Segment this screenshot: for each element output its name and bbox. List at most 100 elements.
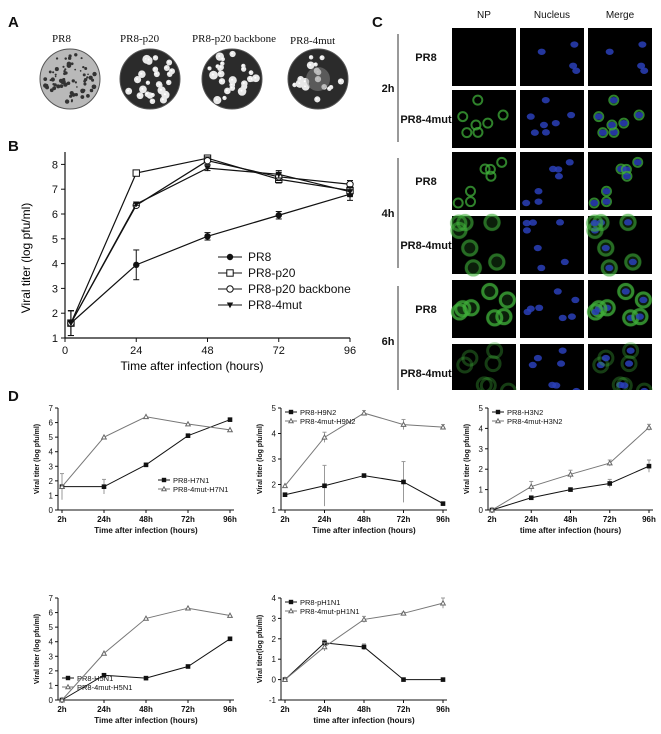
chart-d-xtick: 96h [223,705,237,714]
chart-d-ytick: 5 [49,433,54,442]
panel-c-row-label: PR8 [415,304,436,316]
chart-d-legend-marker [494,417,502,424]
chart-d-series-0 [59,636,233,703]
panel-c-row-label: PR8 [415,176,436,188]
chart-b-legend-marker [226,269,234,277]
chart-d-series-1 [58,604,234,703]
chart-b-legend-marker [226,285,234,293]
panel-c-time-0: 2h [382,83,395,95]
chart-d-xlabel: time after infection (hours) [520,526,622,535]
chart-d-point [401,479,406,485]
chart-d-legend-marker [288,409,294,415]
chart-d-point [646,463,652,469]
panel-c-image [520,216,584,274]
chart-d-point [184,604,192,611]
panel-c-image [520,280,584,338]
chart-d-point [440,677,446,682]
panel-letter-d: D [8,388,19,405]
chart-d-point [184,420,192,427]
chart-d-legend-label: PR8-H5N1 [77,674,113,683]
chart-d-ytick: 5 [479,404,484,413]
panel-c-microscopy: NP Nucleus Merge 2h 4h 6h PR8 PR8-4mut PR8 PR8-4m… [382,10,653,390]
panel-c-image [520,344,584,390]
chart-d-point [100,433,108,440]
chart-d-ytick: 2 [272,481,277,490]
chart-b-legend-marker [226,302,234,309]
panel-c-row-label: PR8 [415,52,436,64]
chart-b-line [70,167,351,324]
chart-d-ytick: 4 [49,448,54,457]
chart-b-xlabel: Time after infection (hours) [121,359,264,373]
chart-b-point [204,165,211,172]
chart-b-ytick: 2 [52,308,58,320]
chart-b-series-0 [67,187,354,337]
chart-d-point [227,636,233,642]
chart-d-point [58,483,66,490]
chart-d-legend-marker [287,607,295,614]
chart-b-line [70,193,351,324]
chart-d-point [226,426,234,433]
chart-d-legend-marker [64,683,72,690]
chart-d-h9n2: 1 2 3 4 5 2h 24h 48h 72h 96h Time after infection … [257,404,450,535]
chart-d-point [361,644,367,650]
chart-d-ytick: 2 [272,635,277,644]
chart-d-xtick: 48h [139,515,153,524]
panel-c-image [520,152,584,210]
chart-d-legend-marker [65,675,71,681]
chart-d-xtick: 96h [436,705,450,714]
chart-d-series-0 [489,459,652,513]
panel-c-column-0: NP [477,10,491,21]
chart-b-point [275,212,282,219]
chart-d-point [185,664,191,669]
chart-b-xtick: 48 [201,345,213,357]
chart-d-point [439,599,447,606]
panel-c-row-label: PR8-4mut [400,368,452,380]
chart-d-point [607,481,613,486]
chart-d-legend-label: PR8-4mut-pH1N1 [300,607,360,616]
chart-d-ytick: 3 [49,652,54,661]
chart-d-ytick: 1 [272,506,277,515]
chart-d-xlabel: Time after infection (hours) [312,526,416,535]
chart-d-point [322,483,327,489]
chart-d-legend-label: PR8-H9N2 [300,408,336,417]
chart-d-xtick: 96h [436,515,450,524]
chart-d-legend-marker [287,417,295,424]
chart-b-ytick: 7 [52,184,58,196]
chart-d-xtick: 24h [97,515,111,524]
panel-c-column-1: Nucleus [534,10,570,21]
chart-d-point [440,501,446,506]
chart-d-ylabel: Viral titer (log pfu/ml) [34,424,41,494]
chart-d-ytick: 6 [49,419,54,428]
panel-c-column-2: Merge [606,10,635,21]
chart-d-legend-label: PR8-4mut-H9N2 [300,417,355,426]
chart-d-ytick: 0 [49,506,54,515]
chart-d-ytick: 3 [272,455,277,464]
chart-d-xlabel: time after infection (hours) [313,716,415,725]
chart-d-ytick: 0 [479,506,484,515]
chart-d-point [101,484,107,489]
chart-b-legend-label: PR8-p20 [248,266,296,280]
chart-b-ytick: 5 [52,234,58,246]
chart-d-legend-marker [161,477,167,483]
chart-d-xtick: 72h [603,515,617,524]
chart-d-ytick: -1 [269,696,277,705]
chart-d-ytick: 1 [49,681,54,690]
chart-d-ytick: 1 [49,491,54,500]
chart-d-xtick: 48h [357,705,371,714]
chart-b-point [133,201,140,208]
chart-d-xtick: 96h [642,515,656,524]
chart-b-series-3 [67,165,354,337]
chart-d-xtick: 24h [97,705,111,714]
chart-b-legend-label: PR8 [248,250,272,264]
chart-d-xtick: 24h [524,515,538,524]
chart-d-ytick: 3 [49,462,54,471]
panel-c-image [452,28,516,86]
chart-d-point [143,675,149,681]
chart-d-point [528,483,535,489]
chart-d-xtick: 48h [564,515,578,524]
chart-d-ylabel: Viral titer (log pfu/ml) [34,614,41,684]
chart-b-xtick: 0 [62,345,68,357]
chart-d-legend-marker [495,409,501,415]
